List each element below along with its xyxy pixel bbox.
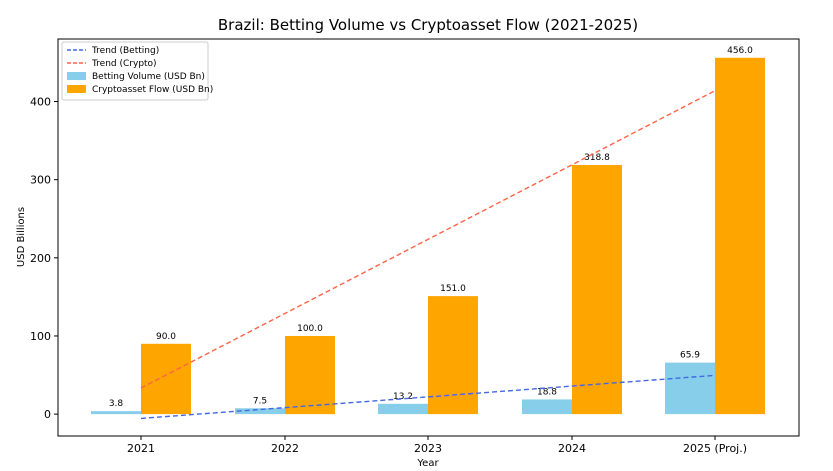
legend-box bbox=[61, 41, 209, 101]
y-tick-label-1: 100 bbox=[30, 330, 51, 343]
bar-series-0-4 bbox=[665, 362, 715, 415]
chart-title: Brazil: Betting Volume vs Cryptoasset Fl… bbox=[218, 16, 638, 34]
legend-label-3: Cryptoasset Flow (USD Bn) bbox=[92, 85, 213, 95]
y-tick-label-2: 200 bbox=[30, 252, 51, 265]
bar-value-label-0-4: 65.9 bbox=[680, 351, 700, 361]
bar-series-0-3 bbox=[522, 399, 572, 415]
bar-value-label-1-3: 318.8 bbox=[584, 153, 610, 163]
bar-series-0-1 bbox=[235, 408, 285, 415]
x-tick-label-0: 2021 bbox=[127, 442, 155, 455]
bar-value-label-0-1: 7.5 bbox=[253, 396, 267, 406]
bar-series-1-3 bbox=[572, 164, 622, 415]
x-axis-label: Year bbox=[416, 458, 439, 469]
y-axis-label: USD Billions bbox=[16, 207, 27, 267]
x-tick-label-1: 2022 bbox=[271, 442, 299, 455]
y-axis: 0 100 200 300 400 bbox=[30, 96, 58, 421]
bar-value-label-1-4: 456.0 bbox=[727, 46, 753, 56]
legend: Trend (Betting) Trend (Crypto) Betting Vol… bbox=[61, 41, 213, 101]
legend-swatch-series-1 bbox=[67, 85, 86, 93]
bar-series-0-0 bbox=[91, 411, 141, 415]
trend-line-1 bbox=[140, 90, 716, 389]
bar-series-1-0 bbox=[141, 343, 191, 415]
x-tick-label-4: 2025 (Proj.) bbox=[683, 442, 747, 455]
bar-value-label-1-1: 100.0 bbox=[297, 324, 323, 334]
bar-series-0-2 bbox=[378, 403, 428, 415]
x-tick-label-2: 2023 bbox=[414, 442, 442, 455]
trend-lines-layer bbox=[140, 90, 716, 420]
y-tick-label-3: 300 bbox=[30, 174, 51, 187]
x-axis: 2021 2022 2023 2024 2025 (Proj.) bbox=[127, 436, 747, 455]
bar-series-1-2 bbox=[428, 296, 478, 415]
bar-value-label-0-2: 13.2 bbox=[393, 392, 413, 402]
bar-labels-layer: 3.8 7.5 13.2 18.8 65.9 90.0 100.0 151.0 318.8 456… bbox=[109, 46, 753, 409]
legend-label-1: Trend (Crypto) bbox=[91, 59, 157, 69]
bar-value-label-1-2: 151.0 bbox=[440, 284, 466, 294]
y-tick-label-0: 0 bbox=[44, 408, 51, 421]
bar-value-label-0-0: 3.8 bbox=[109, 399, 124, 409]
legend-swatch-series-0 bbox=[67, 72, 86, 80]
x-tick-label-3: 2024 bbox=[558, 442, 586, 455]
bar-series-1-4 bbox=[715, 57, 765, 415]
bar-value-label-1-0: 90.0 bbox=[156, 332, 176, 342]
legend-label-0: Trend (Betting) bbox=[91, 46, 159, 56]
bar-value-label-0-3: 18.8 bbox=[537, 387, 557, 397]
y-tick-label-4: 400 bbox=[30, 96, 51, 109]
legend-label-2: Betting Volume (USD Bn) bbox=[92, 72, 205, 82]
bar-series-1-1 bbox=[285, 335, 335, 415]
bars-layer bbox=[91, 57, 765, 415]
